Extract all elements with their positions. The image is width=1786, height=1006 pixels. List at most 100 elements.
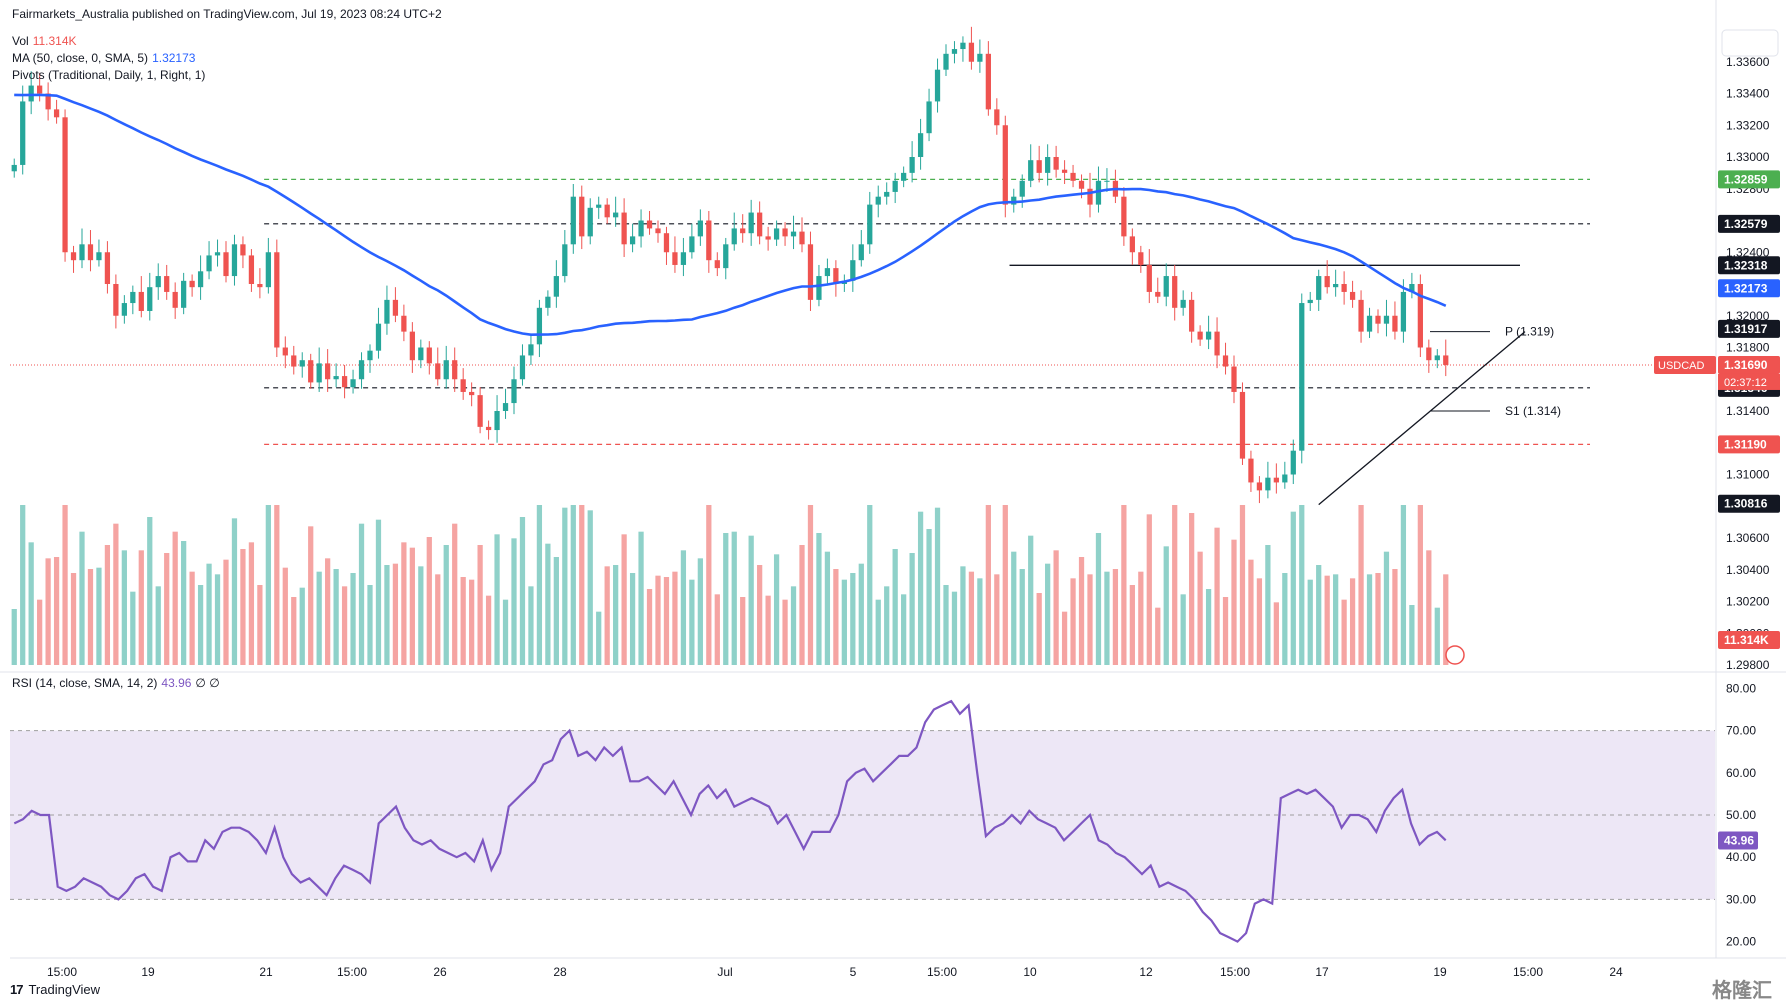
volume-bar [807, 505, 814, 665]
volume-bar [248, 542, 255, 665]
candle [11, 164, 17, 172]
candle [528, 344, 534, 356]
candle [994, 109, 1000, 126]
volume-bar [511, 538, 517, 665]
volume-bar [773, 554, 780, 665]
time-tick-label: Jul [717, 965, 732, 979]
price-label-box [1718, 256, 1780, 275]
candle [189, 280, 195, 288]
volume-bar [587, 510, 593, 665]
time-tick-label: 12 [1139, 965, 1153, 979]
volume-bar [731, 531, 737, 665]
candle [164, 276, 170, 292]
candle [452, 360, 458, 380]
volume-bar [697, 558, 703, 665]
candle [748, 212, 754, 234]
volume-bar [240, 549, 246, 665]
price-label-box [1718, 435, 1780, 454]
candle [375, 323, 382, 351]
volume-bar [1205, 589, 1212, 665]
candle [502, 403, 509, 411]
price-tick-label: 1.32400 [1726, 245, 1770, 259]
volume-bar [341, 586, 348, 665]
candle [138, 291, 144, 311]
price-tick-label: 1.29800 [1726, 658, 1770, 672]
tradingview-logo[interactable]: 17 TradingView [10, 982, 100, 997]
volume-bar [384, 565, 390, 665]
candle [562, 244, 568, 277]
volume-bar [1011, 551, 1017, 665]
volume-bar [833, 569, 839, 665]
candle [358, 360, 365, 380]
volume-bar [164, 553, 170, 665]
candle [1324, 276, 1330, 288]
candle [790, 231, 797, 237]
candle [1214, 331, 1220, 356]
candle [1417, 284, 1423, 348]
volume-bar [782, 599, 788, 665]
candle [1392, 315, 1398, 332]
volume-bar [206, 563, 212, 665]
candle [197, 271, 204, 288]
volume-bar [367, 585, 373, 665]
candle [858, 244, 864, 261]
volume-bar [452, 523, 458, 665]
volume-bar [62, 505, 68, 665]
candle [418, 347, 424, 361]
candle [926, 101, 932, 134]
volume-bar [985, 505, 991, 665]
volume-bar [1299, 505, 1305, 665]
candle [70, 252, 77, 261]
candle [477, 395, 483, 427]
volume-bar [536, 505, 543, 665]
candle [223, 252, 229, 277]
volume-bar [723, 533, 729, 665]
volume-bar [282, 567, 288, 665]
volume-bar [138, 550, 144, 665]
candle [613, 212, 619, 218]
time-tick-label: 15:00 [1513, 965, 1543, 979]
candle [96, 252, 102, 261]
candle [401, 315, 407, 332]
candle [28, 85, 34, 102]
volume-bar [96, 567, 102, 665]
candle [706, 220, 712, 261]
candle [87, 244, 94, 261]
candle [104, 252, 111, 284]
candle [392, 299, 399, 316]
volume-bar [409, 547, 415, 665]
volume-bar [316, 571, 322, 665]
candle [1053, 157, 1059, 170]
candle [265, 252, 271, 288]
candle [409, 331, 415, 361]
candle [1273, 477, 1279, 483]
time-tick-label: 28 [553, 965, 567, 979]
volume-bar [706, 505, 712, 665]
volume-bar [1138, 571, 1144, 665]
rsi-tick-label: 70.00 [1726, 724, 1756, 738]
tv-logo-icon: 17 [10, 982, 24, 997]
volume-bar [333, 569, 339, 665]
volume-bar [968, 571, 975, 665]
volume-bar [672, 571, 678, 665]
price-label-box [1718, 214, 1780, 233]
rsi-tick-label: 30.00 [1726, 892, 1756, 906]
volume-bar [1290, 511, 1296, 665]
candle [629, 236, 636, 245]
candle [680, 252, 687, 265]
volume-bar [28, 542, 34, 665]
candle [240, 244, 246, 256]
volume-bar [392, 563, 399, 665]
volume-bar [757, 565, 763, 665]
volume-bar [375, 519, 382, 665]
candle [901, 172, 907, 181]
volume-bar [147, 517, 153, 665]
volume-bar [325, 558, 331, 665]
time-tick-label: 15:00 [337, 965, 367, 979]
candle [1070, 172, 1076, 181]
volume-bar [1028, 535, 1034, 665]
candle [231, 244, 238, 277]
volume-bar [1121, 505, 1127, 665]
candle [248, 255, 255, 284]
